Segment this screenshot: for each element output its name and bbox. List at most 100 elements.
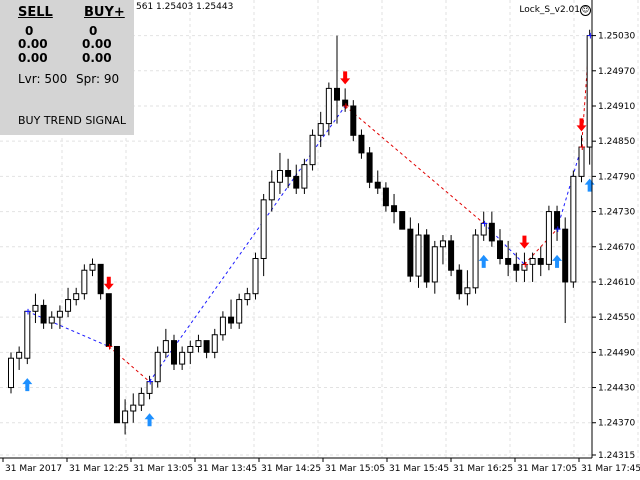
candle-body xyxy=(545,211,552,265)
price-tick-label: 1.24970 xyxy=(598,67,635,77)
time-tick-label: 31 Mar 17:05 xyxy=(517,464,577,474)
candle-body xyxy=(382,187,389,207)
buy-arrow-icon xyxy=(552,254,563,268)
candle-body xyxy=(105,293,112,347)
time-tick-label: 31 Mar 15:45 xyxy=(389,464,449,474)
sell-arrow-icon xyxy=(519,235,530,249)
sell-header[interactable]: SELL xyxy=(18,5,53,20)
candle-body xyxy=(154,351,161,383)
candle-body xyxy=(138,392,145,406)
candle-body xyxy=(179,351,186,365)
candle-body xyxy=(16,351,23,359)
candle-body xyxy=(260,199,267,259)
sell-value-lots: 0.00 xyxy=(18,37,48,51)
candle-body xyxy=(570,175,577,283)
candle-body xyxy=(521,263,528,271)
info-panel: SELL BUY+ 0 0.00 0.00 0 0.00 0.00 Lvr: 5… xyxy=(0,0,134,135)
candle-body xyxy=(65,299,72,312)
leverage-label: Lvr: 500 xyxy=(18,72,68,86)
price-tick-label: 1.24790 xyxy=(598,172,635,182)
candle-body xyxy=(537,257,544,265)
candle-body xyxy=(285,170,292,177)
candle-body xyxy=(219,316,226,336)
price-tick-label: 1.24370 xyxy=(598,419,635,429)
candle-body xyxy=(146,381,153,394)
candle-body xyxy=(342,99,349,107)
sell-marker-icon: + xyxy=(106,342,114,352)
candle-body xyxy=(211,334,218,353)
time-axis: 31 Mar 2017 31 Mar 12:25 31 Mar 13:05 31 Ma… xyxy=(2,458,640,474)
buy-trend-line xyxy=(149,105,346,382)
buy-trend-line xyxy=(483,222,525,265)
buy-marker-icon: + xyxy=(24,307,32,317)
candle-body xyxy=(236,299,243,324)
candle-body xyxy=(439,240,446,248)
trend-signal-label: BUY TREND SIGNAL xyxy=(18,114,126,127)
candle-body xyxy=(24,310,31,359)
signal-arrows: + + + + + + + + + xyxy=(22,32,595,427)
buy-marker-icon: + xyxy=(587,32,595,42)
candle-body xyxy=(358,134,365,154)
sell-marker-icon: + xyxy=(521,260,529,270)
candle-body xyxy=(162,340,169,353)
time-tick-label: 31 Mar 16:25 xyxy=(453,464,513,474)
candle-body xyxy=(554,211,561,230)
price-axis: 1.25030 1.24970 1.24910 1.24850 1.24790 1.247… xyxy=(592,32,635,461)
candle-body xyxy=(268,181,275,201)
indicator-name: Lock_S_v2.01 xyxy=(519,5,580,15)
price-tick-label: 1.25030 xyxy=(598,32,635,42)
candle-body xyxy=(415,234,422,277)
candle-body xyxy=(407,228,414,277)
candle-body xyxy=(113,345,120,424)
candle-body xyxy=(228,316,235,324)
candle-body xyxy=(505,257,512,265)
sell-value-profit: 0.00 xyxy=(18,51,48,65)
candle-body xyxy=(456,269,463,295)
candle-body xyxy=(187,345,194,353)
time-tick-label: 31 Mar 17:45 xyxy=(581,464,640,474)
candle-body xyxy=(374,181,381,189)
sell-value-count: 0 xyxy=(25,24,34,38)
candle-body xyxy=(32,304,39,312)
buy-value-profit: 0.00 xyxy=(82,51,112,65)
chart-grid xyxy=(0,0,639,458)
candle-body xyxy=(97,263,104,295)
candle-body xyxy=(8,357,14,389)
price-tick-label: 1.24670 xyxy=(598,243,635,253)
sell-arrow-icon xyxy=(576,118,587,132)
candles xyxy=(8,29,593,435)
candle-body xyxy=(423,234,430,283)
candle-body xyxy=(562,228,569,283)
smiley-icon: ☺ xyxy=(580,5,591,16)
candle-body xyxy=(73,293,80,301)
price-tick-label: 1.24550 xyxy=(598,313,635,323)
candle-body xyxy=(431,246,438,283)
price-tick-label: 1.24490 xyxy=(598,348,635,358)
candle-body xyxy=(529,257,536,265)
candle-body xyxy=(488,222,495,242)
candle-body xyxy=(391,205,398,213)
time-tick-label: 31 Mar 2017 xyxy=(5,464,62,474)
buy-arrow-icon xyxy=(478,254,489,268)
candle-body xyxy=(301,164,308,189)
price-tick-label: 1.24910 xyxy=(598,102,635,112)
time-tick-label: 31 Mar 15:05 xyxy=(325,464,385,474)
buy-marker-icon: + xyxy=(147,378,155,388)
buy-marker-icon: + xyxy=(554,225,562,235)
sell-trend-line xyxy=(344,105,485,224)
candle-body xyxy=(89,263,96,271)
candle-body xyxy=(293,175,300,189)
candle-body xyxy=(171,340,177,365)
sell-arrow-icon xyxy=(340,71,351,85)
candle-body xyxy=(130,404,137,412)
candle-body xyxy=(244,293,251,301)
candle-body xyxy=(325,87,332,125)
price-tick-label: 1.24610 xyxy=(598,278,635,288)
sell-arrow-icon xyxy=(103,276,114,290)
buy-header[interactable]: BUY+ xyxy=(84,5,125,20)
buy-trend-line xyxy=(556,146,582,230)
candle-body xyxy=(40,304,47,324)
candle-body xyxy=(497,240,503,259)
price-tick-label: 1.24850 xyxy=(598,137,635,147)
